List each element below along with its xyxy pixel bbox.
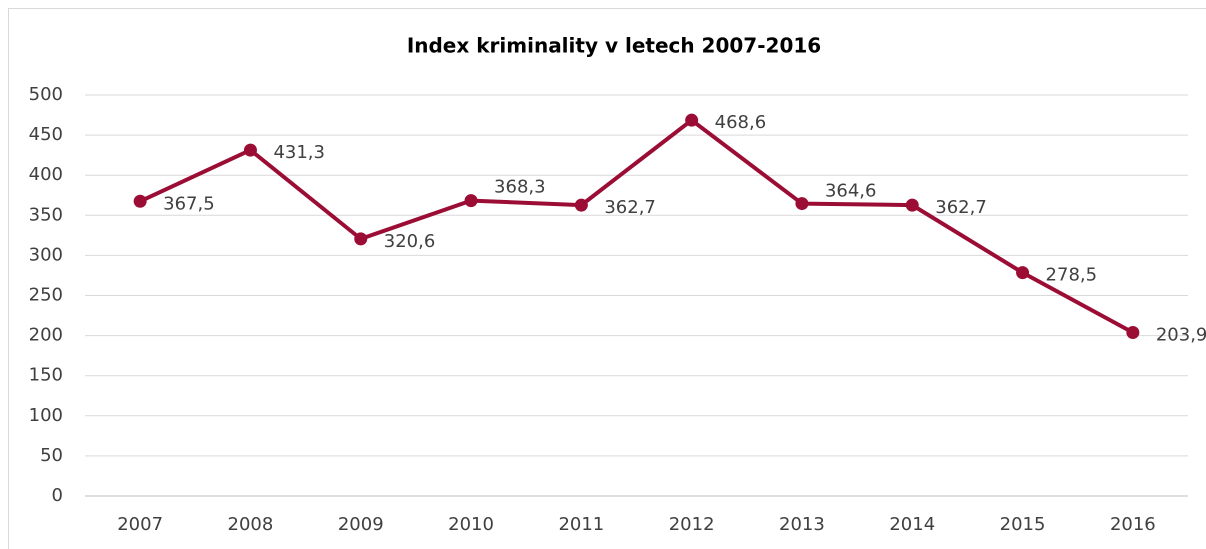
y-tick-label: 350 bbox=[29, 204, 63, 225]
chart-title: Index kriminality v letech 2007-2016 bbox=[407, 34, 821, 58]
data-label: 362,7 bbox=[604, 197, 656, 218]
y-tick-label: 100 bbox=[29, 405, 63, 426]
x-tick-label: 2015 bbox=[1000, 514, 1046, 535]
point bbox=[464, 194, 478, 208]
point bbox=[685, 113, 699, 127]
chart-frame bbox=[8, 8, 1206, 549]
x-tick-label: 2009 bbox=[338, 514, 384, 535]
y-tick-label: 500 bbox=[29, 84, 63, 105]
y-tick-label: 400 bbox=[29, 164, 63, 185]
data-label: 468,6 bbox=[715, 112, 767, 133]
data-label: 320,6 bbox=[384, 231, 436, 252]
point bbox=[1126, 325, 1140, 339]
x-tick-label: 2010 bbox=[448, 514, 494, 535]
data-label: 203,9 bbox=[1156, 324, 1206, 345]
x-tick-label: 2007 bbox=[117, 514, 163, 535]
data-label: 431,3 bbox=[273, 142, 325, 163]
y-tick-label: 200 bbox=[29, 325, 63, 346]
x-tick-label: 2016 bbox=[1110, 514, 1156, 535]
data-label: 368,3 bbox=[494, 177, 546, 198]
x-tick-label: 2012 bbox=[669, 514, 715, 535]
x-tick-label: 2014 bbox=[889, 514, 935, 535]
y-tick-label: 300 bbox=[29, 244, 63, 265]
point bbox=[574, 198, 588, 212]
y-tick-label: 150 bbox=[29, 365, 63, 386]
point bbox=[133, 194, 147, 208]
x-tick-label: 2011 bbox=[558, 514, 604, 535]
y-tick-label: 50 bbox=[40, 445, 63, 466]
y-tick-label: 450 bbox=[29, 124, 63, 145]
data-label: 364,6 bbox=[825, 181, 877, 202]
data-label: 367,5 bbox=[163, 193, 215, 214]
x-tick-label: 2008 bbox=[228, 514, 274, 535]
x-tick-label: 2013 bbox=[779, 514, 825, 535]
point bbox=[795, 197, 809, 211]
data-label: 362,7 bbox=[935, 197, 987, 218]
point bbox=[354, 232, 368, 246]
y-tick-label: 250 bbox=[29, 285, 63, 306]
data-label: 278,5 bbox=[1046, 265, 1098, 286]
point bbox=[1016, 266, 1030, 280]
point bbox=[243, 143, 257, 157]
line bbox=[139, 118, 1134, 335]
y-tick-label: 0 bbox=[52, 485, 63, 506]
point bbox=[905, 198, 919, 212]
